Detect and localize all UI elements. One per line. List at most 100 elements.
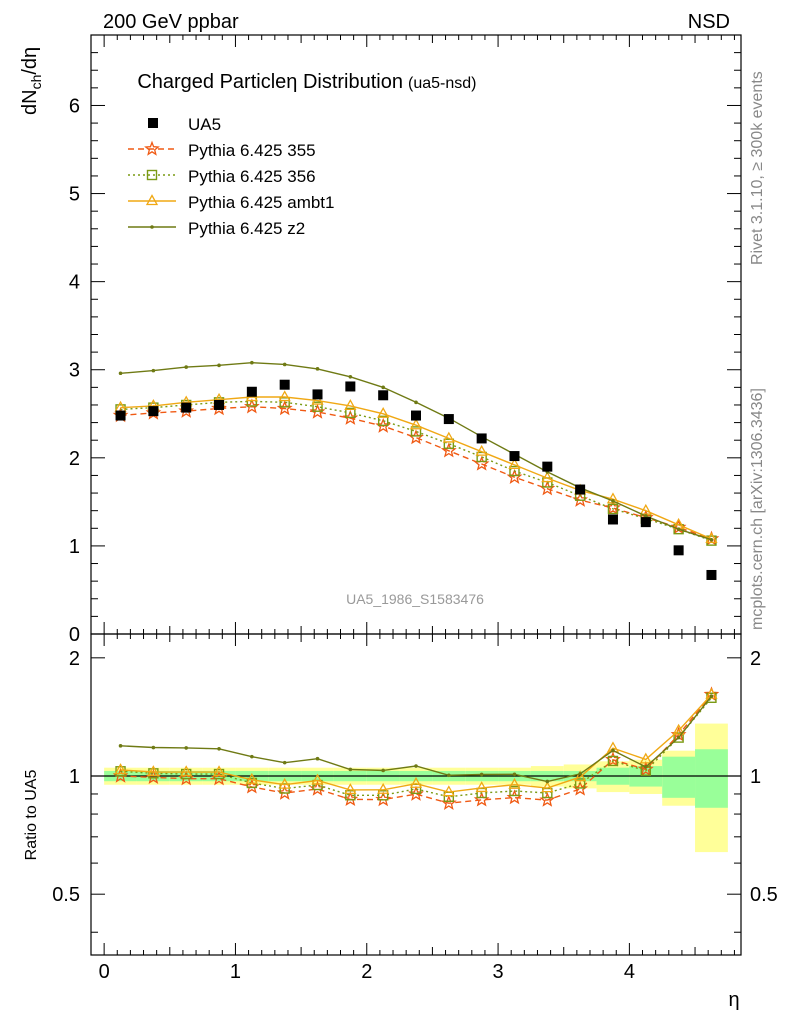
series-marker bbox=[410, 426, 422, 437]
series-marker bbox=[545, 779, 550, 784]
ua5-point bbox=[673, 545, 684, 556]
series-marker bbox=[145, 194, 159, 206]
series-marker bbox=[344, 399, 357, 411]
ua5-point bbox=[345, 381, 356, 392]
series-marker bbox=[278, 777, 291, 789]
chart-subtitle: (ua5-nsd) bbox=[408, 75, 476, 92]
ua5-point bbox=[607, 514, 618, 525]
ratio-y-tick-label: 2 bbox=[750, 648, 761, 670]
series-marker bbox=[442, 431, 455, 443]
series-marker bbox=[509, 465, 520, 477]
series-marker bbox=[217, 363, 221, 368]
ua5-point bbox=[443, 414, 454, 425]
series-marker bbox=[345, 790, 356, 801]
series-marker bbox=[709, 537, 714, 542]
series-marker bbox=[705, 532, 718, 544]
ratio-y-tick-label: 0.5 bbox=[52, 884, 80, 906]
watermark: UA5_1986_S1583476 bbox=[346, 591, 484, 607]
series-marker bbox=[180, 765, 193, 777]
ratio-y-axis-label: Ratio to UA5 bbox=[23, 770, 40, 861]
y-tick-label: 3 bbox=[69, 360, 80, 382]
series-marker bbox=[344, 783, 357, 795]
mcplots-note: mcplots.cern.ch [arXiv:1306.3436] bbox=[749, 388, 766, 630]
series-marker bbox=[414, 400, 418, 405]
series-marker bbox=[508, 777, 521, 789]
series-marker bbox=[377, 790, 389, 801]
series-marker bbox=[348, 374, 353, 379]
y-tick-label: 1 bbox=[69, 536, 80, 558]
series-marker bbox=[574, 778, 586, 789]
ua5-point bbox=[214, 399, 225, 410]
series-marker bbox=[414, 764, 418, 768]
legend-marker bbox=[148, 118, 158, 128]
axis-ticks: 0 1 2 3 4 0 1 2 3 4 5 6 0.5 0.5 1 1 2 2 bbox=[52, 34, 778, 983]
series-marker bbox=[282, 760, 287, 765]
series-marker bbox=[643, 765, 648, 769]
ratio-y-tick-label: 2 bbox=[69, 648, 80, 670]
header-left: 200 GeV ppbar bbox=[103, 11, 239, 33]
series-marker bbox=[146, 169, 158, 181]
series-marker bbox=[705, 687, 718, 699]
series-marker bbox=[377, 415, 389, 427]
series-line bbox=[120, 361, 712, 541]
ratio-y-tick-label: 1 bbox=[750, 766, 761, 788]
x-tick-label: 0 bbox=[99, 961, 110, 983]
series-marker bbox=[709, 694, 714, 698]
series-marker bbox=[509, 785, 520, 797]
series-marker bbox=[607, 755, 619, 767]
ua5-point bbox=[542, 461, 553, 472]
series-marker bbox=[278, 390, 291, 402]
series-marker bbox=[345, 407, 356, 419]
series-marker bbox=[151, 745, 156, 750]
legend-label: UA5 bbox=[188, 115, 221, 134]
ratio-frame bbox=[90, 633, 742, 956]
series-marker bbox=[118, 371, 123, 376]
series-marker bbox=[574, 770, 587, 782]
y-axis-label: dNch/dη bbox=[19, 47, 44, 115]
series-marker bbox=[315, 367, 320, 371]
series-marker bbox=[607, 503, 619, 515]
legend-label: Pythia 6.425 ambt1 bbox=[188, 193, 334, 212]
series-marker bbox=[673, 732, 684, 743]
series-marker bbox=[377, 782, 390, 794]
series-marker bbox=[245, 772, 258, 784]
ua5-point bbox=[575, 484, 586, 495]
y-tick-label: 0 bbox=[69, 624, 80, 646]
series-marker bbox=[443, 438, 455, 449]
series-marker bbox=[476, 451, 487, 463]
series-marker bbox=[348, 767, 353, 772]
series-marker bbox=[676, 735, 681, 740]
ua5-point bbox=[509, 451, 520, 462]
series-marker bbox=[611, 499, 615, 503]
series-marker bbox=[541, 471, 554, 483]
series-marker bbox=[311, 773, 324, 785]
y-tick-label: 2 bbox=[69, 448, 80, 470]
ua5-point bbox=[476, 433, 487, 444]
ua5-point bbox=[115, 410, 126, 421]
rivet-note: Rivet 3.1.10, ≥ 300k events bbox=[749, 71, 766, 265]
y-tick-label: 5 bbox=[69, 184, 80, 206]
series-marker bbox=[312, 401, 323, 412]
series-marker bbox=[279, 397, 290, 408]
series-marker bbox=[643, 514, 648, 518]
series-marker bbox=[541, 781, 554, 793]
x-tick-label: 1 bbox=[230, 961, 241, 983]
x-tick-label: 2 bbox=[361, 961, 372, 983]
y-tick-label: 6 bbox=[69, 95, 80, 117]
ua5-point bbox=[279, 379, 290, 390]
ua5-point bbox=[312, 389, 323, 400]
ua5-data-points bbox=[115, 379, 717, 580]
series-marker bbox=[578, 772, 582, 776]
band-stat bbox=[695, 749, 728, 808]
series-marker bbox=[512, 772, 517, 777]
series-marker bbox=[381, 385, 385, 390]
ua5-point bbox=[411, 410, 421, 421]
series-marker bbox=[282, 362, 287, 367]
ua5-point bbox=[148, 406, 159, 417]
series-marker bbox=[150, 225, 154, 229]
series-marker bbox=[144, 140, 160, 156]
ua5-point bbox=[181, 402, 192, 413]
x-tick-label: 4 bbox=[624, 961, 635, 983]
series-marker bbox=[447, 773, 451, 778]
ratio-y-tick-label: 0.5 bbox=[750, 884, 778, 906]
